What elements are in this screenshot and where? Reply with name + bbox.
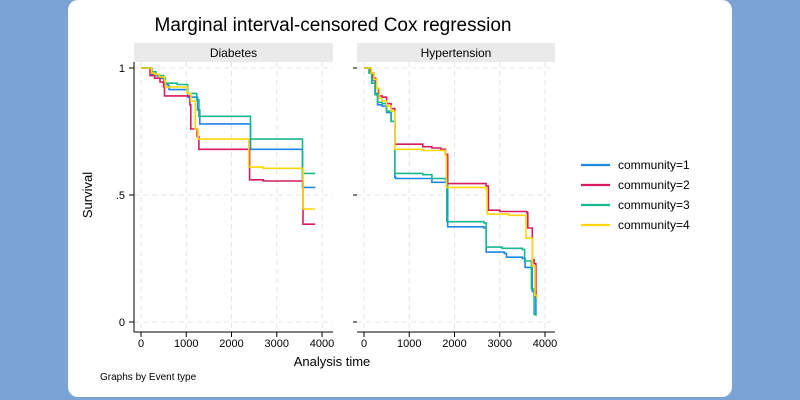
- x-tick-label: 1000: [397, 338, 421, 350]
- x-tick-label: 3000: [265, 338, 289, 350]
- y-tick-label: .5: [116, 190, 125, 202]
- legend-item: community=4: [581, 218, 690, 232]
- chart-title: Marginal interval-censored Cox regressio…: [155, 15, 512, 36]
- legend-item: community=3: [581, 198, 690, 212]
- series-line-community-3: [364, 67, 537, 316]
- series-line-community-2: [364, 67, 537, 297]
- panel-hypertension: Hypertension 0 1000 2000 3000 4000: [353, 43, 557, 350]
- legend-item: community=1: [581, 158, 690, 172]
- y-axis-label: Survival: [80, 172, 95, 218]
- panel-strip: [357, 43, 555, 62]
- series-line-community-3: [141, 67, 316, 175]
- x-tick-label: 0: [138, 338, 144, 350]
- graphs-note: Graphs by Event type: [100, 372, 197, 383]
- x-axis-label: Analysis time: [294, 354, 371, 369]
- panel-diabetes: Diabetes 0 1000 2000 3000 4000 0 .5 1: [116, 43, 334, 350]
- series-line-community-2: [141, 67, 316, 225]
- legend-item: community=2: [581, 178, 690, 192]
- legend-label: community=2: [618, 178, 690, 192]
- chart-card: Marginal interval-censored Cox regressio…: [68, 0, 732, 397]
- y-tick-label: 1: [119, 63, 125, 75]
- legend-label: community=3: [618, 198, 690, 212]
- legend-label: community=4: [618, 218, 690, 232]
- x-tick-label: 1000: [174, 338, 198, 350]
- x-tick-label: 2000: [442, 338, 466, 350]
- chart: Marginal interval-censored Cox regressio…: [80, 15, 690, 383]
- series-line-community-4: [141, 67, 316, 210]
- series-line-community-1: [364, 67, 537, 316]
- panel-title: Diabetes: [210, 46, 257, 60]
- series-line-community-4: [364, 67, 538, 298]
- x-tick-label: 4000: [310, 338, 334, 350]
- x-tick-label: 0: [361, 338, 367, 350]
- x-tick-label: 3000: [488, 338, 512, 350]
- legend-label: community=1: [618, 158, 690, 172]
- x-tick-label: 2000: [219, 338, 243, 350]
- series-line-community-1: [141, 67, 316, 189]
- x-tick-label: 4000: [533, 338, 557, 350]
- panel-strip: [134, 43, 333, 62]
- panel-title: Hypertension: [421, 46, 492, 60]
- panels: Diabetes 0 1000 2000 3000 4000 0 .5 1 Hypertensio…: [116, 43, 557, 350]
- y-tick-label: 0: [119, 317, 125, 329]
- legend: community=1 community=2 community=3 communi…: [581, 158, 690, 232]
